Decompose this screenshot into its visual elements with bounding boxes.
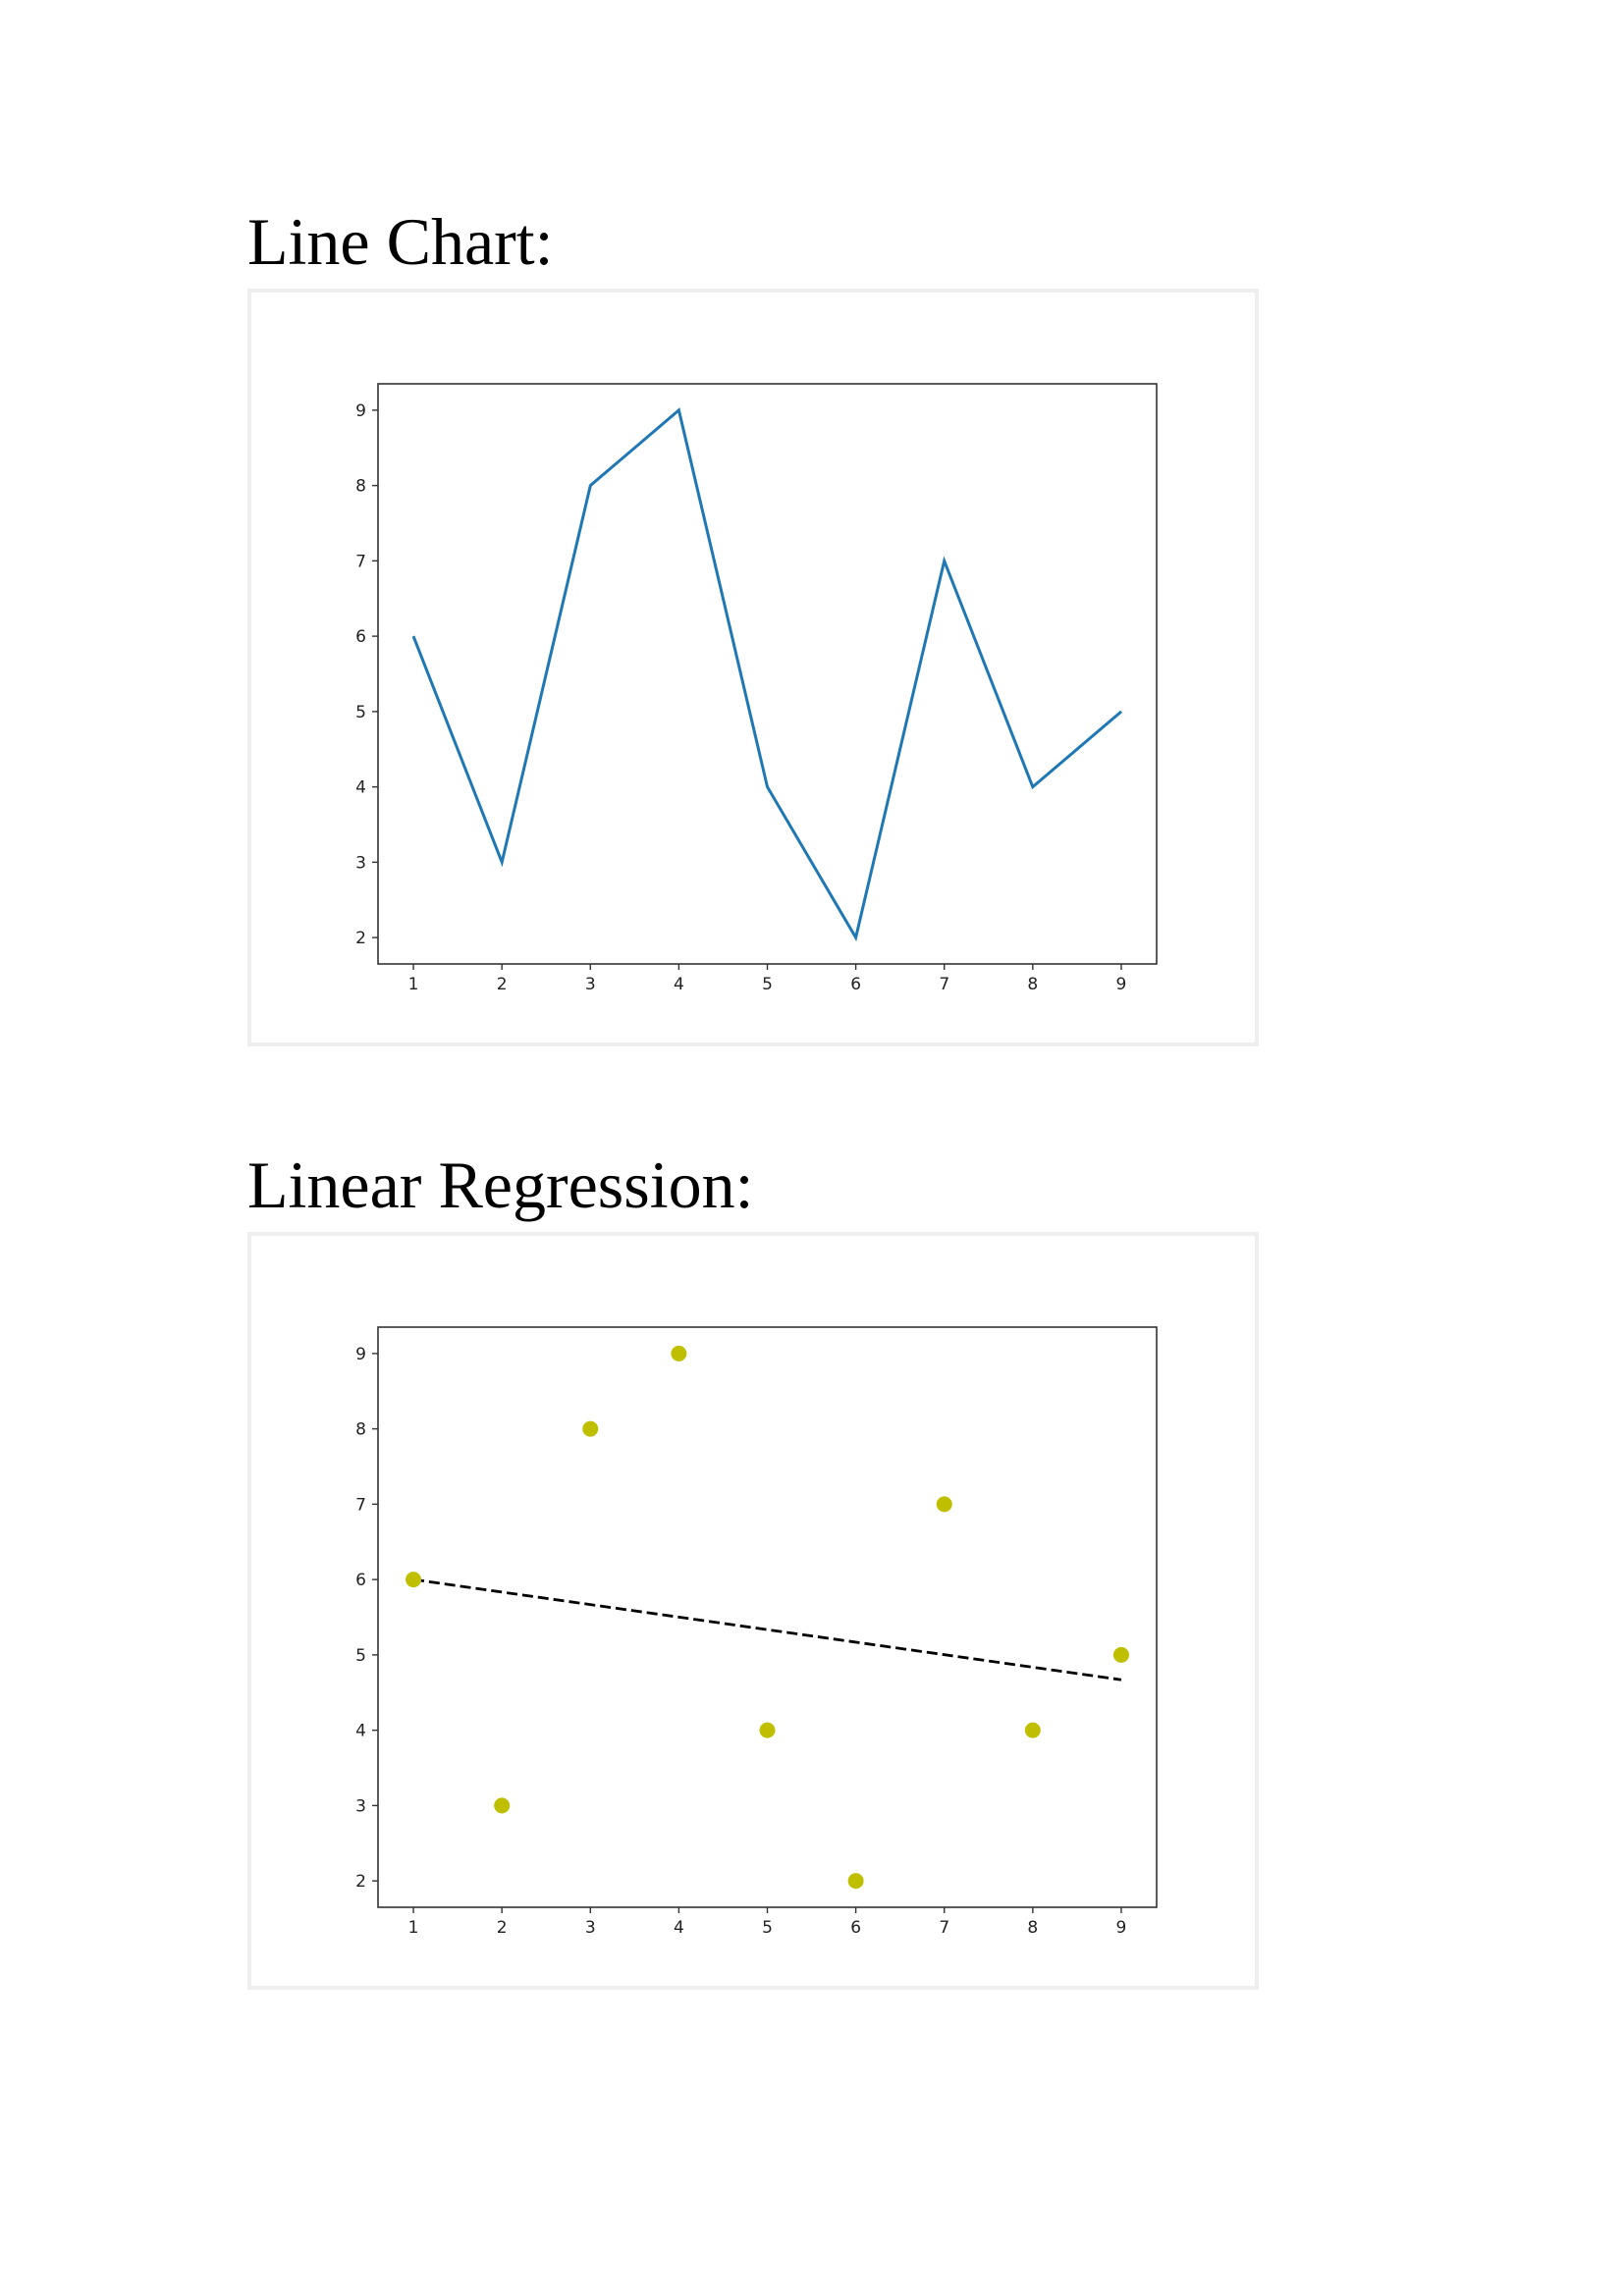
plot-area-frame — [377, 1326, 1158, 1908]
scatter-point — [1112, 1646, 1129, 1663]
x-tick-label: 7 — [939, 1918, 949, 1938]
line-chart-frame: 1 2 3 4 5 6 7 8 9 2 3 4 5 6 7 8 9 — [247, 289, 1259, 1046]
scatter-point — [847, 1873, 864, 1890]
x-tick-label: 5 — [762, 1918, 773, 1938]
scatter-point — [582, 1420, 599, 1437]
x-tick-label: 5 — [762, 975, 773, 994]
x-tick-label: 2 — [497, 1918, 508, 1938]
y-tick-label: 8 — [355, 1420, 366, 1440]
x-tick-label: 1 — [408, 1918, 419, 1938]
y-tick-label: 6 — [355, 627, 366, 647]
y-tick-label: 3 — [355, 853, 366, 873]
linear-regression-heading: Linear Regression: — [247, 1148, 754, 1222]
y-tick-label: 2 — [355, 929, 366, 948]
scatter-point — [936, 1496, 952, 1513]
y-tick-label: 4 — [355, 778, 366, 798]
y-tick-label: 6 — [355, 1571, 366, 1590]
y-tick-label: 7 — [355, 552, 366, 571]
line-chart: 1 2 3 4 5 6 7 8 9 2 3 4 5 6 7 8 9 — [355, 383, 1158, 994]
x-tick-label: 8 — [1027, 1918, 1038, 1938]
scatter-point — [494, 1797, 511, 1814]
x-tick-label: 9 — [1116, 1918, 1127, 1938]
line-chart-heading: Line Chart: — [247, 204, 554, 279]
y-tick-label: 8 — [355, 477, 366, 497]
y-tick-label: 3 — [355, 1796, 366, 1816]
x-tick-label: 3 — [585, 975, 596, 994]
x-tick-label: 6 — [850, 1918, 861, 1938]
y-tick-label: 5 — [355, 703, 366, 722]
regression-fit-line — [412, 1577, 1122, 1682]
scatter-point — [671, 1345, 687, 1362]
x-tick-label: 4 — [674, 1918, 684, 1938]
scatter-point — [406, 1572, 422, 1588]
x-tick-label: 7 — [939, 975, 949, 994]
x-tick-label: 8 — [1027, 975, 1038, 994]
scatter-point — [759, 1722, 776, 1738]
y-tick-label: 9 — [355, 401, 366, 421]
y-tick-label: 2 — [355, 1872, 366, 1892]
line-series — [411, 407, 1122, 942]
plot-area-frame — [377, 383, 1158, 965]
y-tick-label: 7 — [355, 1495, 366, 1515]
scatter-point — [1024, 1722, 1041, 1738]
x-tick-label: 4 — [674, 975, 684, 994]
x-tick-label: 3 — [585, 1918, 596, 1938]
x-tick-label: 9 — [1116, 975, 1127, 994]
y-tick-label: 4 — [355, 1722, 366, 1741]
y-tick-label: 9 — [355, 1345, 366, 1364]
regression-chart: 1 2 3 4 5 6 7 8 9 2 3 4 5 6 7 8 9 — [355, 1326, 1158, 1938]
y-tick-label: 5 — [355, 1646, 366, 1666]
x-tick-label: 2 — [497, 975, 508, 994]
x-tick-label: 6 — [850, 975, 861, 994]
regression-chart-frame: 1 2 3 4 5 6 7 8 9 2 3 4 5 6 7 8 9 — [247, 1232, 1259, 1990]
x-tick-label: 1 — [408, 975, 419, 994]
